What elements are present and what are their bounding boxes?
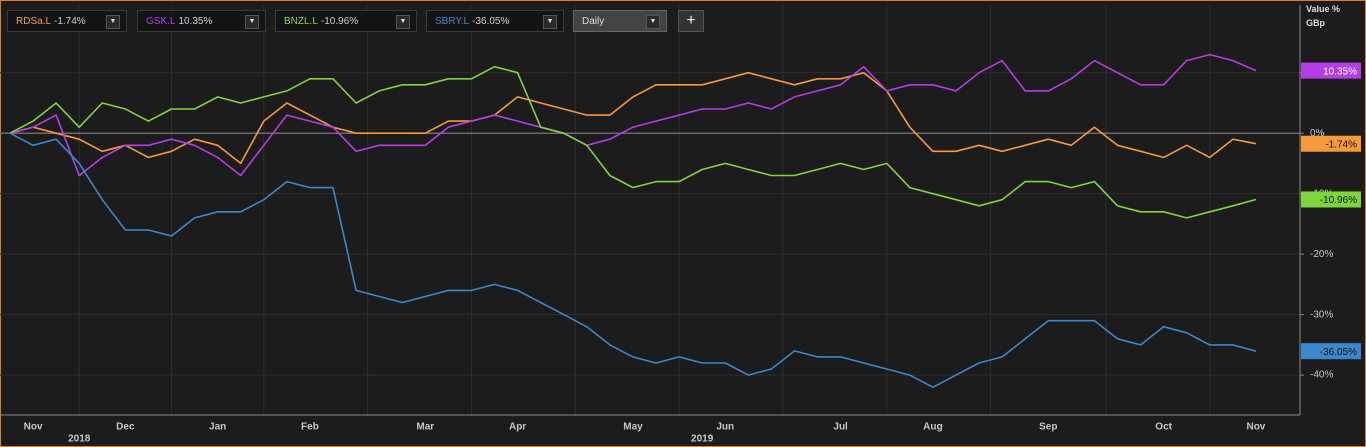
- last-value-label: -1.74%: [1325, 139, 1357, 150]
- year-label: 2019: [691, 434, 714, 445]
- y-tick-label: 0%: [1310, 128, 1325, 139]
- x-tick-label: Nov: [24, 422, 43, 433]
- series-change: -36.05%: [472, 16, 510, 27]
- last-value-badge: [1301, 191, 1361, 208]
- series-change: -10.96%: [320, 16, 359, 27]
- x-tick-label: Jul: [833, 422, 848, 433]
- series-dropdown[interactable]: RDSa.L -1.74% ▼: [7, 10, 127, 32]
- dropdown-arrow: ▼: [396, 15, 410, 29]
- last-value-label: -36.05%: [1320, 347, 1357, 358]
- x-tick-label: Sep: [1039, 422, 1057, 433]
- last-value-label: -10.96%: [1320, 195, 1357, 206]
- dropdown-arrow: ▼: [245, 15, 259, 29]
- x-tick-label: Aug: [923, 422, 942, 433]
- add-button[interactable]: +: [678, 10, 704, 32]
- y-tick-label: -30%: [1310, 309, 1333, 320]
- last-value-badge: [1301, 135, 1361, 152]
- y-tick-label: -20%: [1310, 249, 1333, 260]
- series-name: SBRY.L: [435, 16, 470, 27]
- x-tick-label: Jan: [209, 422, 226, 433]
- x-tick-label: Nov: [1246, 422, 1265, 433]
- last-value-badge: [1301, 62, 1361, 79]
- series-change: 10.35%: [178, 16, 213, 27]
- dropdown-arrow: ▼: [106, 15, 120, 29]
- interval-dropdown[interactable]: Daily ▼: [573, 10, 667, 32]
- y-axis-label: Value %: [1306, 4, 1341, 14]
- series-name: GSK.L: [146, 16, 176, 27]
- x-tick-label: Mar: [416, 422, 434, 433]
- x-tick-label: Oct: [1155, 422, 1172, 433]
- series-name: BNZL.L: [284, 16, 318, 27]
- x-tick-label: May: [623, 422, 643, 433]
- series-line: [9, 71, 1257, 165]
- series-dropdown[interactable]: SBRY.L -36.05% ▼: [426, 10, 564, 32]
- y-axis-unit: GBp: [1306, 18, 1325, 28]
- series-line: [9, 53, 1257, 177]
- interval-label: Daily: [582, 16, 605, 27]
- year-label: 2018: [68, 434, 91, 445]
- series-name: RDSa.L: [16, 16, 52, 27]
- series-dropdown[interactable]: GSK.L 10.35% ▼: [137, 10, 266, 32]
- series-change: -1.74%: [54, 16, 86, 27]
- last-value-label: 10.35%: [1323, 66, 1357, 77]
- dropdown-arrow: ▼: [646, 15, 660, 29]
- series-line: [9, 65, 1257, 219]
- x-tick-label: Dec: [116, 422, 135, 433]
- x-tick-label: Apr: [509, 422, 526, 433]
- y-tick-label: -40%: [1310, 370, 1333, 381]
- series-dropdown[interactable]: BNZL.L -10.96% ▼: [275, 10, 417, 32]
- x-tick-label: Feb: [301, 422, 319, 433]
- last-value-badge: [1301, 343, 1361, 360]
- x-tick-label: Jun: [716, 422, 734, 433]
- dropdown-arrow: ▼: [543, 15, 557, 29]
- series-line: [9, 132, 1257, 388]
